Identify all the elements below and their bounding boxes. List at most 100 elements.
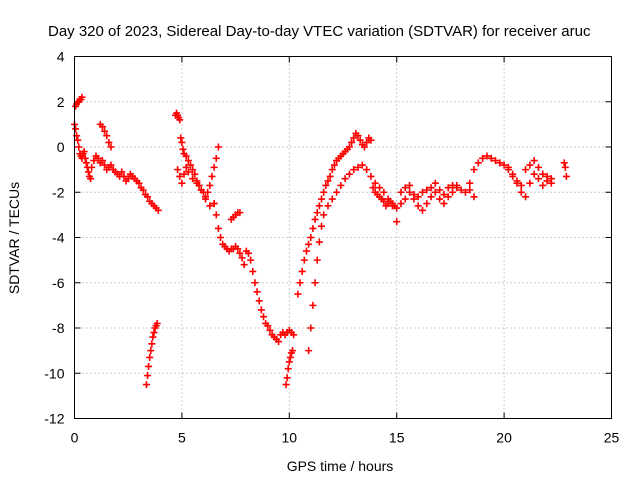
data-point — [483, 152, 491, 160]
data-point — [311, 279, 319, 287]
data-point — [313, 256, 321, 264]
chart-title: Day 320 of 2023, Sidereal Day-to-day VTE… — [48, 23, 591, 40]
data-point — [324, 177, 332, 185]
data-point — [142, 381, 150, 389]
data-point — [214, 143, 222, 151]
data-point — [369, 184, 377, 192]
data-point — [440, 200, 448, 208]
series-midday-lower — [174, 163, 218, 210]
data-point — [453, 181, 461, 189]
data-point — [367, 172, 375, 180]
x-tick-label: 15 — [389, 430, 405, 446]
x-tick-label: 5 — [178, 430, 186, 446]
data-point — [147, 347, 155, 355]
data-point — [517, 181, 525, 189]
data-point — [178, 138, 186, 146]
data-point — [153, 319, 161, 327]
data-point — [98, 157, 106, 165]
data-point — [457, 186, 465, 194]
data-point — [345, 143, 353, 151]
data-point — [539, 181, 547, 189]
y-tick-label: -6 — [52, 275, 65, 291]
data-point — [311, 215, 319, 223]
series-high-start — [72, 93, 86, 110]
data-point — [72, 125, 80, 133]
data-point — [431, 188, 439, 196]
data-point — [212, 154, 220, 162]
data-point — [470, 193, 478, 201]
data-point — [283, 374, 291, 382]
y-tick-label: -10 — [44, 365, 64, 381]
y-tick-label: 4 — [57, 49, 65, 65]
x-axis-label: GPS time / hours — [287, 458, 394, 474]
data-point — [145, 362, 153, 370]
data-point — [380, 197, 388, 205]
series-early-jump — [96, 120, 115, 151]
data-point — [176, 172, 184, 180]
series-steep-rise — [142, 319, 161, 389]
data-point — [124, 175, 132, 183]
data-point — [487, 154, 495, 162]
data-point — [101, 127, 109, 135]
data-point — [376, 184, 384, 192]
data-point — [309, 301, 317, 309]
data-point — [470, 166, 478, 174]
data-point — [210, 200, 218, 208]
data-point — [315, 238, 323, 246]
data-point — [266, 326, 274, 334]
data-point — [313, 209, 321, 217]
data-point — [500, 161, 508, 169]
data-point — [189, 175, 197, 183]
data-point — [356, 136, 364, 144]
data-point — [84, 168, 92, 176]
data-point — [193, 179, 201, 187]
data-point — [149, 333, 157, 341]
data-point — [427, 184, 435, 192]
data-point — [358, 161, 366, 169]
data-point — [423, 200, 431, 208]
data-point — [393, 204, 401, 212]
data-point — [144, 193, 152, 201]
y-tick-label: -8 — [52, 320, 65, 336]
data-point — [354, 132, 362, 140]
data-point — [397, 188, 405, 196]
data-point — [290, 331, 298, 339]
data-point — [236, 209, 244, 217]
data-point — [107, 161, 115, 169]
data-point — [212, 211, 220, 219]
data-point — [543, 172, 551, 180]
data-point — [479, 154, 487, 162]
data-point — [210, 163, 218, 171]
data-point — [298, 267, 306, 275]
data-point — [182, 152, 190, 160]
data-point — [214, 224, 222, 232]
data-point — [255, 297, 263, 305]
data-point — [294, 290, 302, 298]
data-point — [406, 188, 414, 196]
data-point — [251, 279, 259, 287]
data-point — [285, 358, 293, 366]
y-tick-label: 0 — [57, 139, 65, 155]
data-point — [504, 163, 512, 171]
data-point — [363, 166, 371, 174]
data-point — [466, 186, 474, 194]
data-point — [496, 159, 504, 167]
x-tick-label: 10 — [282, 430, 298, 446]
data-point — [449, 188, 457, 196]
data-point — [547, 179, 555, 187]
data-point — [363, 138, 371, 146]
data-point — [189, 166, 197, 174]
data-point — [418, 188, 426, 196]
data-point — [120, 172, 128, 180]
data-point — [275, 338, 283, 346]
data-point — [427, 193, 435, 201]
data-point — [206, 181, 214, 189]
data-point — [98, 123, 106, 131]
series-recovery — [294, 129, 375, 298]
data-point — [296, 279, 304, 287]
data-point — [330, 161, 338, 169]
data-point — [341, 175, 349, 183]
data-point — [360, 143, 368, 151]
data-point — [562, 172, 570, 180]
data-point — [354, 163, 362, 171]
